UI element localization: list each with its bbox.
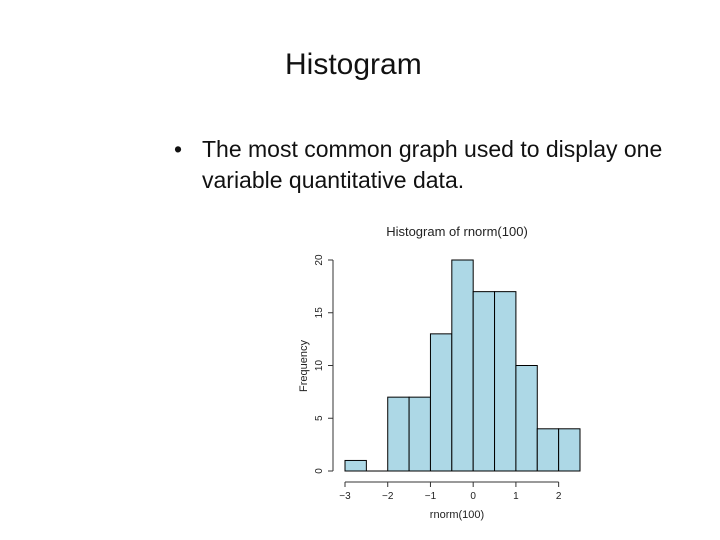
histogram-bar: [451, 259, 474, 472]
x-tick-label: 0: [470, 491, 476, 502]
x-tick-label: −3: [339, 491, 351, 502]
x-tick-label: 2: [556, 491, 562, 502]
chart-title: Histogram of rnorm(100): [386, 224, 528, 239]
x-tick-label: 1: [513, 491, 519, 502]
histogram-bar: [387, 396, 410, 472]
y-axis: 0 5 10 15 20: [314, 254, 334, 474]
y-tick-label: 5: [314, 415, 325, 421]
y-tick-label: 15: [314, 307, 325, 319]
y-tick-label: 0: [314, 468, 325, 474]
chart-xlabel: rnorm(100): [430, 509, 484, 521]
histogram-bar: [344, 459, 367, 472]
histogram-bar: [494, 291, 517, 472]
slide-title-text: Histogram: [285, 48, 422, 81]
bullet-text: The most common graph used to display on…: [202, 136, 663, 193]
x-axis: −3 −2 −1 0 1 2: [339, 481, 562, 502]
y-tick-label: 20: [314, 254, 325, 266]
x-tick-label: −1: [425, 491, 437, 502]
bullet-symbol: •: [174, 136, 183, 162]
histogram-chart: Histogram of rnorm(100) Frequency rnorm(…: [298, 224, 581, 521]
y-tick-label: 10: [314, 360, 325, 372]
bars-group: [344, 259, 581, 472]
chart-ylabel: Frequency: [298, 340, 310, 392]
histogram-bar: [408, 396, 431, 472]
x-tick-label: −2: [382, 491, 394, 502]
histogram-bar: [429, 333, 453, 472]
histogram-bar: [515, 365, 538, 472]
histogram-bar: [558, 428, 581, 472]
histogram-bar: [472, 291, 496, 472]
histogram-bar: [536, 428, 560, 472]
